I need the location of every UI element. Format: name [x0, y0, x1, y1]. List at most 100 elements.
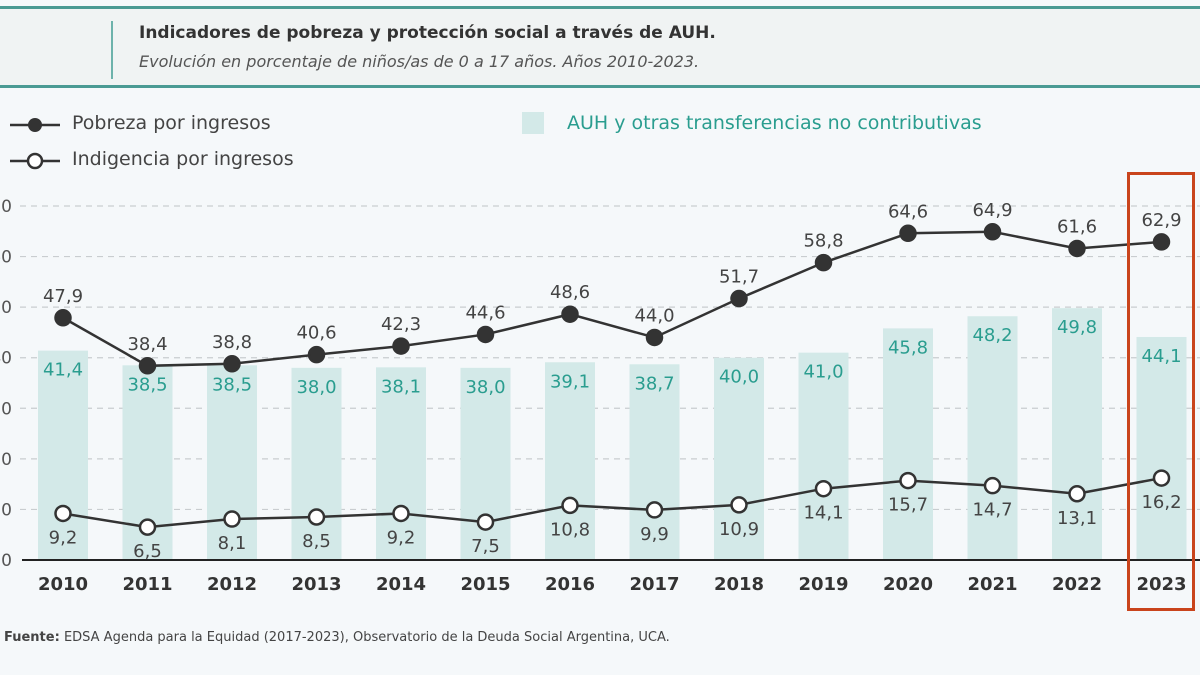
bar-label-auh-2015: 38,0	[465, 377, 505, 398]
y-tick-label-60: 60	[0, 248, 12, 268]
bar-auh-2021	[967, 316, 1018, 560]
point-indigencia-2020	[899, 471, 917, 490]
point-indigencia-2016	[561, 496, 579, 515]
bar-label-auh-2012: 38,5	[212, 374, 252, 395]
x-tick-label-2020: 2020	[883, 574, 933, 595]
x-tick-label-2018: 2018	[714, 574, 764, 595]
highlight-2023-box	[1127, 172, 1195, 611]
label-pobreza-2019: 58,8	[803, 231, 843, 252]
legend-auh-swatch	[522, 112, 544, 134]
x-tick-label-2013: 2013	[291, 574, 341, 595]
point-pobreza-2015	[476, 325, 495, 344]
label-pobreza-2013: 40,6	[296, 323, 336, 344]
bar-label-auh-2020: 45,8	[888, 337, 928, 358]
point-pobreza-2011	[138, 357, 157, 375]
point-indigencia-2015	[476, 513, 495, 531]
source-text: EDSA Agenda para la Equidad (2017-2023),…	[63, 630, 670, 645]
label-indigencia-2010: 9,2	[49, 527, 78, 548]
bar-auh-2023	[1136, 336, 1187, 560]
bar-label-auh-2013: 38,0	[296, 377, 336, 398]
bar-auh-2013	[291, 367, 342, 560]
label-indigencia-2013: 8,5	[302, 531, 331, 552]
label-indigencia-2016: 10,8	[550, 519, 590, 540]
x-tick-label-2019: 2019	[798, 574, 848, 595]
point-indigencia-2013	[307, 508, 326, 526]
label-pobreza-2012: 38,8	[212, 332, 252, 353]
legend-label-auh: AUH y otras transferencias no contributi…	[567, 112, 982, 134]
point-indigencia-2023	[1152, 469, 1171, 487]
source-label: Fuente:	[4, 630, 60, 645]
x-tick-label-2016: 2016	[545, 574, 595, 595]
point-pobreza-2016	[561, 305, 579, 323]
y-tick-label-20: 20	[0, 450, 12, 470]
bar-label-auh-2016: 39,1	[550, 371, 590, 392]
point-indigencia-2017	[645, 501, 664, 519]
x-tick-label-2012: 2012	[207, 574, 257, 595]
bar-auh-2022	[1052, 308, 1102, 560]
point-pobreza-2014	[392, 337, 410, 355]
y-tick-label-40: 40	[0, 349, 12, 369]
label-indigencia-2019: 14,1	[803, 503, 843, 524]
label-pobreza-2021: 64,9	[972, 200, 1012, 221]
point-indigencia-2011	[138, 518, 157, 536]
bar-auh-2017	[629, 364, 680, 560]
point-pobreza-2012	[223, 355, 241, 373]
point-indigencia-2014	[392, 504, 410, 523]
bar-label-auh-2011: 38,5	[127, 374, 167, 395]
y-tick-label-30: 30	[0, 399, 12, 419]
bar-auh-2018	[714, 357, 764, 560]
x-tick-label-2011: 2011	[122, 574, 172, 595]
point-pobreza-2013	[307, 345, 326, 364]
label-indigencia-2018: 10,9	[719, 519, 759, 540]
bar-auh-2016	[545, 362, 595, 560]
x-tick-label-2010: 2010	[38, 574, 88, 595]
bar-label-auh-2014: 38,1	[381, 376, 421, 397]
label-indigencia-2023: 16,2	[1141, 492, 1181, 513]
label-pobreza-2010: 47,9	[43, 286, 83, 307]
point-indigencia-2010	[54, 504, 72, 523]
label-pobreza-2018: 51,7	[719, 267, 759, 288]
chart-subtitle: Evolución en porcentaje de niños/as de 0…	[139, 52, 700, 71]
y-tick-label-10: 10	[0, 500, 12, 520]
y-tick-label-0: 0	[1, 551, 12, 571]
legend-label-pobreza: Pobreza por ingresos	[72, 112, 271, 134]
x-tick-label-2022: 2022	[1052, 574, 1102, 595]
bar-auh-2020	[883, 328, 933, 560]
label-pobreza-2020: 64,6	[888, 201, 928, 222]
bar-label-auh-2022: 49,8	[1057, 317, 1097, 338]
bar-label-auh-2018: 40,0	[719, 367, 759, 388]
label-pobreza-2016: 48,6	[550, 282, 590, 303]
point-pobreza-2018	[730, 289, 748, 308]
point-indigencia-2018	[730, 496, 748, 514]
point-indigencia-2021	[983, 476, 1002, 495]
label-indigencia-2014: 9,2	[387, 527, 416, 548]
bar-label-auh-2010: 41,4	[43, 360, 83, 381]
header-accent-line	[111, 21, 113, 79]
point-pobreza-2023	[1152, 233, 1171, 251]
point-pobreza-2017	[645, 328, 664, 347]
line-pobreza	[62, 230, 1162, 368]
x-tick-label-2014: 2014	[376, 574, 426, 595]
legend-label-indigencia: Indigencia por ingresos	[72, 148, 294, 170]
x-tick-label-2021: 2021	[967, 574, 1017, 595]
bar-auh-2010	[38, 350, 88, 560]
point-pobreza-2019	[814, 253, 833, 272]
bar-label-auh-2021: 48,2	[972, 325, 1012, 346]
label-indigencia-2021: 14,7	[972, 500, 1012, 521]
label-indigencia-2011: 6,5	[133, 541, 162, 562]
x-tick-label-2017: 2017	[629, 574, 679, 595]
chart-header: Indicadores de pobreza y protección soci…	[0, 6, 1200, 88]
y-tick-label-50: 50	[0, 298, 12, 318]
bar-label-auh-2017: 38,7	[634, 373, 674, 394]
point-pobreza-2022	[1068, 239, 1086, 258]
bar-label-auh-2019: 41,0	[803, 362, 843, 383]
y-tick-label-70: 70	[0, 197, 12, 217]
label-pobreza-2022: 61,6	[1057, 216, 1097, 237]
point-indigencia-2019	[814, 479, 833, 498]
label-pobreza-2015: 44,6	[465, 302, 505, 323]
label-pobreza-2017: 44,0	[634, 305, 674, 326]
point-pobreza-2021	[983, 223, 1002, 241]
chart-title: Indicadores de pobreza y protección soci…	[139, 23, 716, 43]
label-pobreza-2023: 62,9	[1141, 210, 1181, 231]
